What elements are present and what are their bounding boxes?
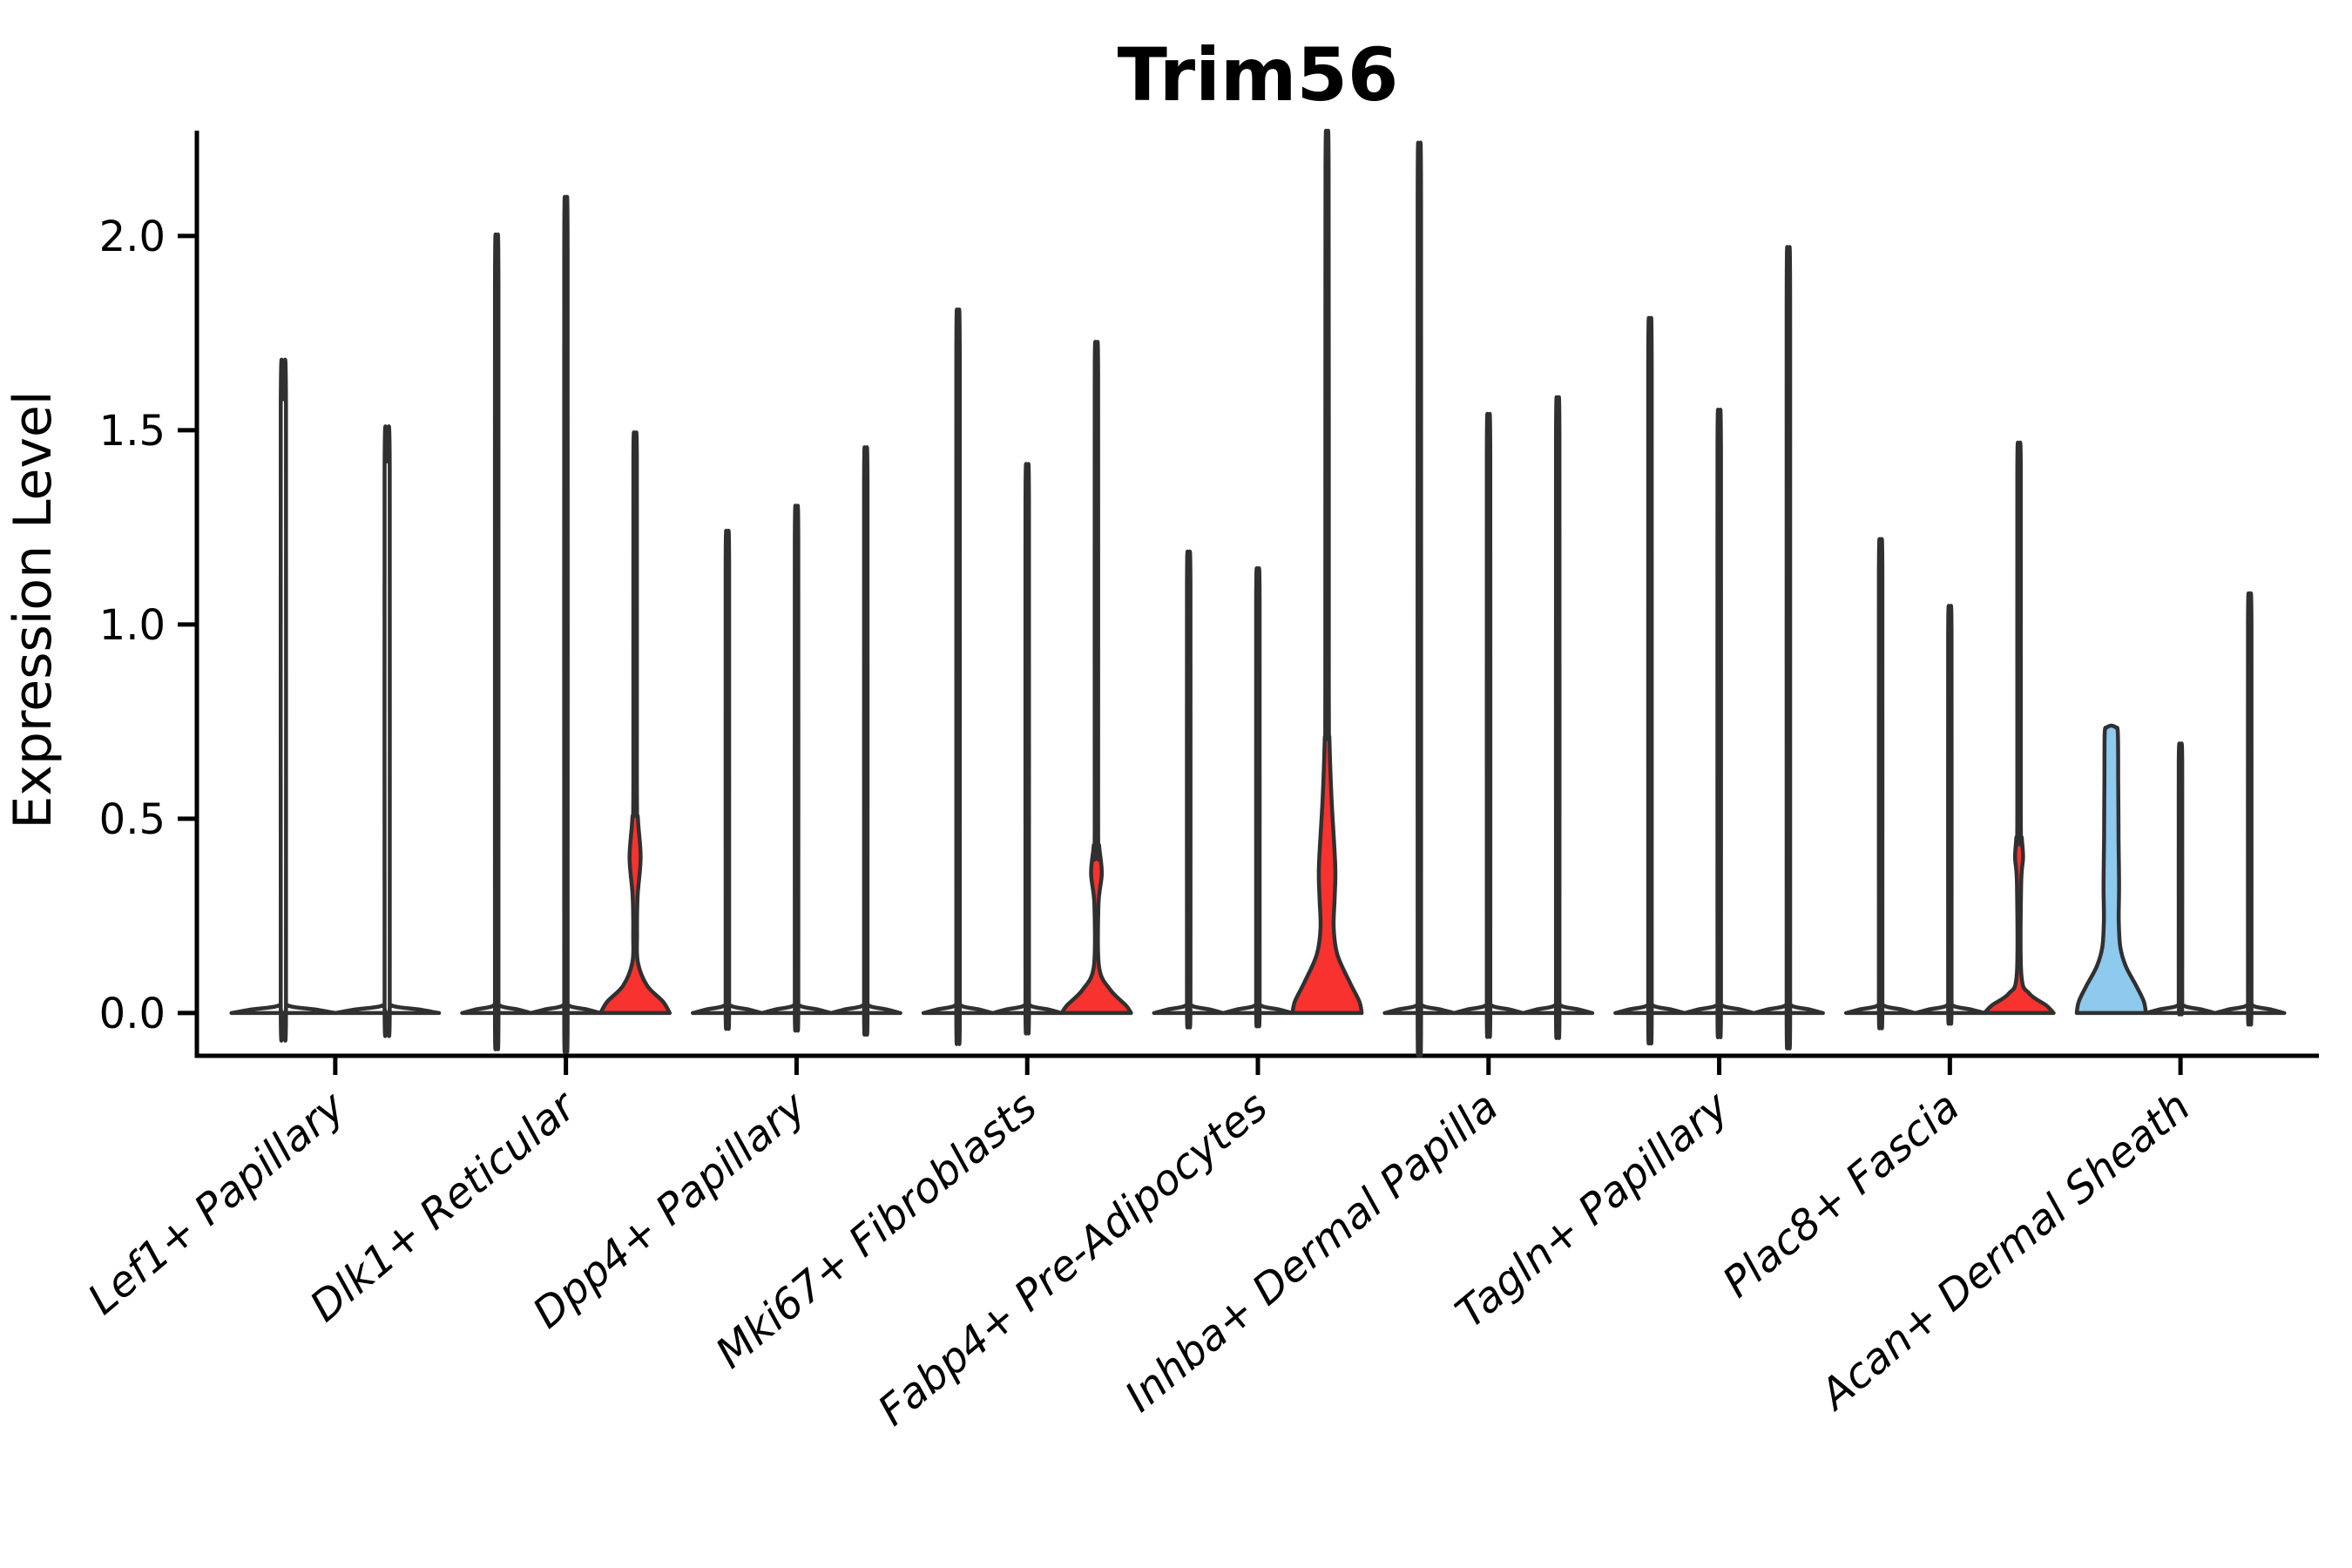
violin-plain bbox=[460, 232, 534, 1051]
y-tick-label: 0.5 bbox=[99, 795, 166, 844]
violin-plain bbox=[1382, 140, 1456, 1058]
violin-plain bbox=[333, 424, 442, 1038]
violin-group bbox=[1843, 440, 2056, 1031]
violin-plain bbox=[2144, 741, 2218, 1017]
violin-plain bbox=[990, 462, 1064, 1036]
x-tick-label: Fabp4+ Pre-Adipocytes bbox=[869, 1082, 1277, 1436]
x-tick-label: Plac8+ Fascia bbox=[1713, 1082, 1969, 1307]
violin-red bbox=[1059, 340, 1133, 1016]
violin-group bbox=[1382, 140, 1595, 1058]
y-tick-label: 1.0 bbox=[99, 601, 166, 650]
violin-red bbox=[1290, 128, 1364, 1016]
violin-group bbox=[1152, 128, 1364, 1030]
violin-plain bbox=[1451, 411, 1525, 1039]
y-tick-label: 0.0 bbox=[99, 990, 166, 1038]
violin-red bbox=[1982, 440, 2056, 1016]
violin-plain bbox=[1613, 315, 1687, 1046]
violin-plain bbox=[1843, 537, 1917, 1031]
violins bbox=[229, 128, 2287, 1058]
violin-blue bbox=[2074, 723, 2148, 1016]
violin-plain bbox=[529, 194, 603, 1054]
violin-group bbox=[691, 445, 902, 1037]
violin-plain bbox=[921, 308, 995, 1046]
violin-plain bbox=[1682, 408, 1756, 1039]
chart-title: Trim56 bbox=[1118, 32, 1399, 118]
y-tick-label: 1.5 bbox=[99, 407, 166, 456]
violin-plain bbox=[691, 529, 764, 1031]
violin-plain bbox=[828, 445, 902, 1037]
x-tick-label: Acan+ Dermal Sheath bbox=[1809, 1082, 2200, 1420]
x-tick-label: Inhba+ Dermal Papilla bbox=[1116, 1082, 1507, 1422]
violin-group bbox=[460, 194, 672, 1054]
y-tick-label: 2.0 bbox=[99, 213, 166, 261]
violin-plain bbox=[1752, 245, 1825, 1051]
violin-plain bbox=[2213, 591, 2287, 1027]
violin-plain bbox=[1913, 604, 1987, 1026]
violin-group bbox=[229, 357, 442, 1043]
violin-group bbox=[1613, 245, 1825, 1051]
violin-group bbox=[921, 308, 1133, 1046]
y-axis-title: Expression Level bbox=[3, 390, 64, 828]
violin-red bbox=[598, 430, 672, 1016]
violin-plain bbox=[760, 504, 834, 1033]
violin-plain bbox=[1221, 566, 1294, 1029]
violin-plain bbox=[1521, 395, 1595, 1040]
violin-plain bbox=[229, 357, 338, 1043]
violin-group bbox=[2074, 591, 2287, 1027]
violin-plain bbox=[1152, 550, 1226, 1030]
